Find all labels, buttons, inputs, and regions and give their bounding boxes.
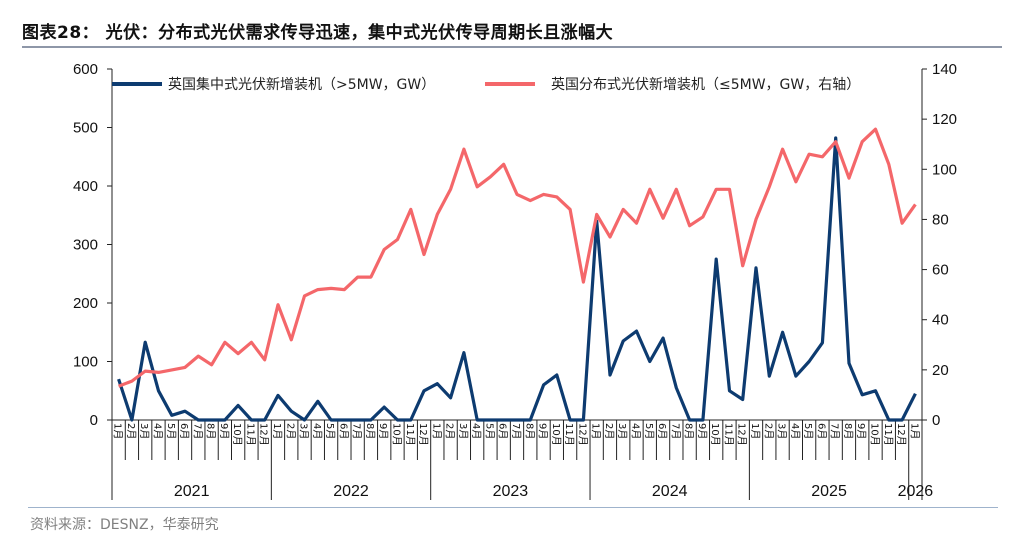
left-axis-tick-label: 400 (73, 178, 98, 195)
left-axis-tick-label: 600 (73, 61, 98, 78)
month-tick-label: 4月 (151, 423, 163, 439)
year-label: 2024 (652, 483, 688, 500)
month-tick-label: 7月 (351, 423, 363, 439)
month-tick-label: 2月 (603, 423, 615, 439)
month-tick-label: 5月 (483, 423, 495, 439)
month-tick-label: 2月 (762, 423, 774, 439)
month-tick-label: 3月 (298, 423, 310, 439)
month-tick-label: 1月 (430, 423, 442, 439)
month-tick-label: 12月 (258, 423, 270, 446)
month-tick-label: 4月 (311, 423, 323, 439)
month-tick-label: 11月 (404, 423, 416, 446)
month-tick-label: 1月 (749, 423, 761, 439)
month-tick-label: 10月 (231, 423, 243, 446)
month-tick-label: 10月 (390, 423, 402, 446)
month-tick-label: 11月 (882, 423, 894, 446)
month-tick-label: 9月 (537, 423, 549, 439)
month-tick-label: 3月 (457, 423, 469, 439)
distributed-legend-label: 英国分布式光伏新增装机（≤5MW，GW，右轴） (551, 76, 860, 93)
year-label: 2023 (493, 483, 529, 500)
month-tick-label: 3月 (776, 423, 788, 439)
right-axis-tick-label: 80 (932, 211, 949, 228)
month-tick-label: 2月 (444, 423, 456, 439)
right-axis-tick-label: 20 (932, 362, 949, 379)
month-tick-label: 6月 (497, 423, 509, 439)
year-label: 2022 (333, 483, 369, 500)
month-tick-label: 9月 (855, 423, 867, 439)
month-tick-label: 12月 (417, 423, 429, 446)
left-axis-tick-label: 300 (73, 237, 98, 254)
month-tick-label: 11月 (244, 423, 256, 446)
month-tick-label: 12月 (895, 423, 907, 446)
centralized-pv-line (117, 136, 917, 422)
month-tick-label: 6月 (815, 423, 827, 439)
month-tick-label: 6月 (656, 423, 668, 439)
month-tick-label: 12月 (736, 423, 748, 446)
left-axis-tick-label: 200 (73, 295, 98, 312)
year-label: 2021 (174, 483, 210, 500)
month-tick-label: 10月 (550, 423, 562, 446)
left-axis-tick-label: 500 (73, 120, 98, 137)
figure-title: 图表28： 光伏：分布式光伏需求传导迅速，集中式光伏传导周期长且涨幅大 (22, 23, 614, 43)
left-axis-tick-label: 0 (90, 412, 98, 429)
source-note: 资料来源：DESNZ，华泰研究 (30, 517, 219, 533)
source-divider (28, 507, 998, 508)
month-tick-label: 7月 (191, 423, 203, 439)
right-axis-tick-label: 0 (932, 412, 940, 429)
right-axis-tick-label: 140 (932, 61, 957, 78)
left-axis-tick-label: 100 (73, 354, 98, 371)
month-tick-label: 11月 (563, 423, 575, 446)
month-tick-label: 5月 (165, 423, 177, 439)
right-axis-tick-label: 40 (932, 312, 949, 329)
month-tick-label: 5月 (643, 423, 655, 439)
right-axis-tick-label: 120 (932, 111, 957, 128)
month-tick-label: 6月 (337, 423, 349, 439)
month-tick-label: 7月 (829, 423, 841, 439)
month-tick-label: 5月 (802, 423, 814, 439)
month-tick-label: 7月 (669, 423, 681, 439)
distributed-pv-line (118, 127, 917, 388)
month-tick-label: 6月 (178, 423, 190, 439)
month-tick-label: 5月 (324, 423, 336, 439)
year-label: 2025 (811, 483, 847, 500)
month-tick-label: 9月 (696, 423, 708, 439)
right-axis-tick-label: 60 (932, 262, 949, 279)
month-tick-label: 11月 (722, 423, 734, 446)
year-label: 2026 (898, 483, 934, 500)
month-tick-label: 2月 (284, 423, 296, 439)
month-tick-label: 12月 (576, 423, 588, 446)
month-tick-label: 7月 (510, 423, 522, 439)
right-axis-tick-label: 100 (932, 161, 957, 178)
month-tick-label: 9月 (377, 423, 389, 439)
month-tick-label: 2月 (125, 423, 137, 439)
month-tick-label: 1月 (908, 423, 920, 439)
month-tick-label: 1月 (112, 423, 124, 439)
month-tick-label: 3月 (616, 423, 628, 439)
month-tick-label: 8月 (205, 423, 217, 439)
month-tick-label: 8月 (523, 423, 535, 439)
month-tick-label: 10月 (869, 423, 881, 446)
month-tick-label: 4月 (789, 423, 801, 439)
month-tick-label: 4月 (630, 423, 642, 439)
centralized-legend-label: 英国集中式光伏新增装机（>5MW，GW） (168, 76, 435, 93)
title-divider (22, 46, 1002, 48)
month-tick-label: 8月 (683, 423, 695, 439)
month-tick-label: 8月 (364, 423, 376, 439)
month-tick-label: 4月 (470, 423, 482, 439)
month-tick-label: 1月 (590, 423, 602, 439)
month-tick-label: 8月 (842, 423, 854, 439)
month-tick-label: 3月 (138, 423, 150, 439)
month-tick-label: 9月 (218, 423, 230, 439)
month-tick-label: 10月 (709, 423, 721, 446)
month-tick-label: 1月 (271, 423, 283, 439)
